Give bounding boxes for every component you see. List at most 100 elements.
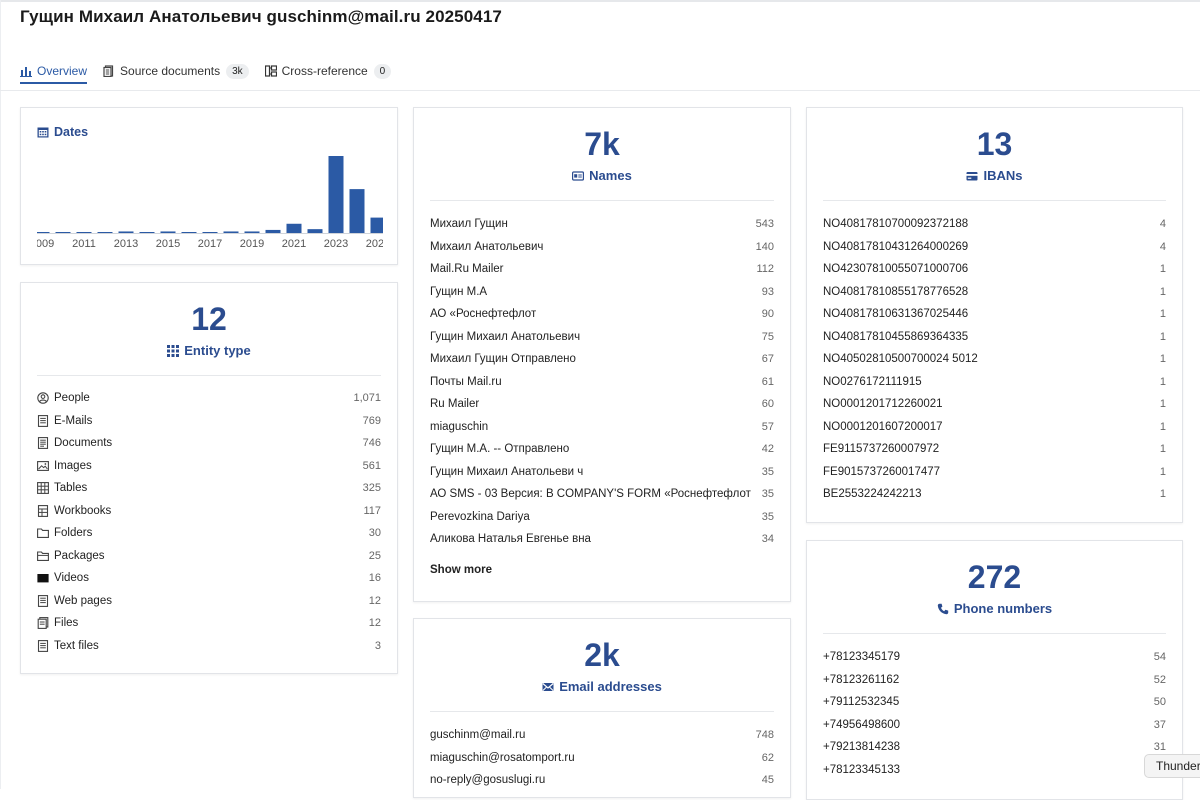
entity-type-row[interactable]: Tables 325 <box>37 477 381 500</box>
row-label-wrap: E-Mails <box>37 415 92 427</box>
row-label: +79213814238 <box>823 741 901 754</box>
date-bar-2025[interactable] <box>370 217 384 233</box>
email-row[interactable]: miaguschin@rosatomport.ru 62 <box>430 747 774 770</box>
date-bar-2012[interactable] <box>97 232 113 233</box>
name-row[interactable]: Гущин Михаил Анатольевич 75 <box>430 326 774 349</box>
entity-type-row[interactable]: E-Mails 769 <box>37 410 381 433</box>
iban-row[interactable]: NO40817810855178776528 1 <box>823 281 1166 304</box>
name-row[interactable]: Perevozkina Dariya 35 <box>430 506 774 529</box>
row-label-wrap: +79112532345 <box>823 696 899 708</box>
row-label-wrap: Web pages <box>37 595 112 607</box>
row-label: +79112532345 <box>823 696 900 709</box>
name-row[interactable]: Михаил Гущин Отправлено 67 <box>430 348 774 371</box>
ibans-list: NO40817810700092372188 4 NO408178104312640… <box>823 213 1166 506</box>
iban-row[interactable]: BE2553224242213 1 <box>823 483 1166 506</box>
date-bar-2024[interactable] <box>349 189 365 233</box>
name-row[interactable]: Гущин М.А 93 <box>430 281 774 304</box>
row-label-wrap: +78123261162 <box>823 674 899 686</box>
row-count: 748 <box>755 729 774 742</box>
name-row[interactable]: АО «Роснефтефлот 90 <box>430 303 774 326</box>
phone-row[interactable]: +78123345133 <box>823 759 1166 782</box>
email-row[interactable]: no-reply@gosuslugi.ru 45 <box>430 769 774 792</box>
iban-row[interactable]: NO0001201607200017 1 <box>823 416 1166 439</box>
row-label: Михаил Анатольевич <box>430 240 544 253</box>
row-count: 35 <box>761 465 774 478</box>
name-row[interactable]: miaguschin 57 <box>430 416 774 439</box>
tab-label: Source documents <box>120 64 221 78</box>
row-label: АО «Роснефтефлот <box>430 308 537 321</box>
email-row[interactable]: guschinm@mail.ru 748 <box>430 724 774 747</box>
name-row[interactable]: Михаил Гущин 543 <box>430 213 774 236</box>
phone-row[interactable]: +78123261162 52 <box>823 669 1166 692</box>
name-row[interactable]: АО SMS - 03 Версия: В COMPANY'S FORM «Ро… <box>430 483 774 506</box>
tab-label: Overview <box>37 64 88 78</box>
row-label: Files <box>54 617 79 630</box>
entity-type-row[interactable]: Workbooks 117 <box>37 500 381 523</box>
row-count: 54 <box>1153 651 1166 664</box>
row-count: 1 <box>1159 443 1166 456</box>
name-row[interactable]: Mail.Ru Mailer 112 <box>430 258 774 281</box>
entity-type-row[interactable]: Videos 16 <box>37 567 381 590</box>
iban-row[interactable]: NO0001201712260021 1 <box>823 393 1166 416</box>
phone-row[interactable]: +78123345179 54 <box>823 646 1166 669</box>
row-count: 4 <box>1159 240 1166 253</box>
name-row[interactable]: Почты Mail.ru 61 <box>430 371 774 394</box>
x-tick-label: 2025 <box>366 238 383 250</box>
names-show-more-button[interactable]: Show more <box>430 564 492 576</box>
entity-type-row[interactable]: Text files 3 <box>37 635 381 658</box>
name-row[interactable]: Ru Mailer 60 <box>430 393 774 416</box>
entity-type-row[interactable]: Documents 746 <box>37 432 381 455</box>
iban-row[interactable]: NO40502810500700024 5012 1 <box>823 348 1166 371</box>
iban-row[interactable]: NO40817810455869364335 1 <box>823 326 1166 349</box>
iban-row[interactable]: NO40817810700092372188 4 <box>823 213 1166 236</box>
date-bar-2017[interactable] <box>202 232 218 233</box>
tab-source-documents[interactable]: Source documents 3k <box>103 60 249 82</box>
entity-type-card: 12 Entity type People 1,071 E-Mails 769 Docu… <box>20 282 398 674</box>
iban-row[interactable]: NO40817810431264000269 4 <box>823 236 1166 259</box>
tab-cross-reference[interactable]: Cross-reference 0 <box>264 60 392 82</box>
row-label: NO0001201712260021 <box>823 398 943 411</box>
date-bar-2023[interactable] <box>328 156 344 233</box>
name-row[interactable]: Аликова Наталья Евгенье вна 34 <box>430 528 774 551</box>
phone-row[interactable]: +74956498600 37 <box>823 714 1166 737</box>
date-bar-2013[interactable] <box>118 231 134 233</box>
entity-type-row[interactable]: People 1,071 <box>37 387 381 410</box>
row-label-wrap: NO0276172111915 <box>823 376 922 388</box>
name-row[interactable]: Михаил Анатольевич 140 <box>430 236 774 259</box>
date-bar-2011[interactable] <box>76 232 92 233</box>
date-bar-2020[interactable] <box>265 229 281 233</box>
tab-overview[interactable]: Overview <box>20 60 88 84</box>
name-row[interactable]: Гущин М.А. -- Отправлено 42 <box>430 438 774 461</box>
entity-type-row[interactable]: Files 12 <box>37 612 381 635</box>
entity-type-row[interactable]: Images 561 <box>37 455 381 478</box>
row-label: Packages <box>54 549 105 562</box>
date-bar-2019[interactable] <box>244 231 260 233</box>
phone-row[interactable]: +79213814238 31 <box>823 736 1166 759</box>
row-label-wrap: no-reply@gosuslugi.ru <box>430 774 545 786</box>
iban-row[interactable]: NO0276172111915 1 <box>823 371 1166 394</box>
date-bar-2015[interactable] <box>160 231 176 233</box>
row-count: 30 <box>368 527 381 540</box>
row-count: 1 <box>1159 420 1166 433</box>
iban-row[interactable]: NO42307810055071000706 1 <box>823 258 1166 281</box>
iban-row[interactable]: FE9115737260007972 1 <box>823 438 1166 461</box>
name-row[interactable]: Гущин Михаил Анатольеви ч 35 <box>430 461 774 484</box>
entity-type-row[interactable]: Folders 30 <box>37 522 381 545</box>
date-bar-2010[interactable] <box>55 232 71 233</box>
phone-row[interactable]: +79112532345 50 <box>823 691 1166 714</box>
date-bar-2009[interactable] <box>37 232 50 233</box>
date-bar-2016[interactable] <box>181 232 197 233</box>
date-bar-2022[interactable] <box>307 229 323 233</box>
date-bar-2014[interactable] <box>139 232 155 233</box>
date-bar-2021[interactable] <box>286 223 302 233</box>
row-label: NO0276172111915 <box>823 375 922 388</box>
iban-row[interactable]: NO40817810631367025446 1 <box>823 303 1166 326</box>
row-count: 4 <box>1159 218 1166 231</box>
entity-type-row[interactable]: Web pages 12 <box>37 590 381 613</box>
row-label-wrap: Гущин М.А. -- Отправлено <box>430 443 569 455</box>
row-label: guschinm@mail.ru <box>430 729 526 742</box>
iban-row[interactable]: FE9015737260017477 1 <box>823 461 1166 484</box>
date-bar-2018[interactable] <box>223 231 239 233</box>
entity-type-row[interactable]: Packages 25 <box>37 545 381 568</box>
row-count: 325 <box>362 482 381 495</box>
